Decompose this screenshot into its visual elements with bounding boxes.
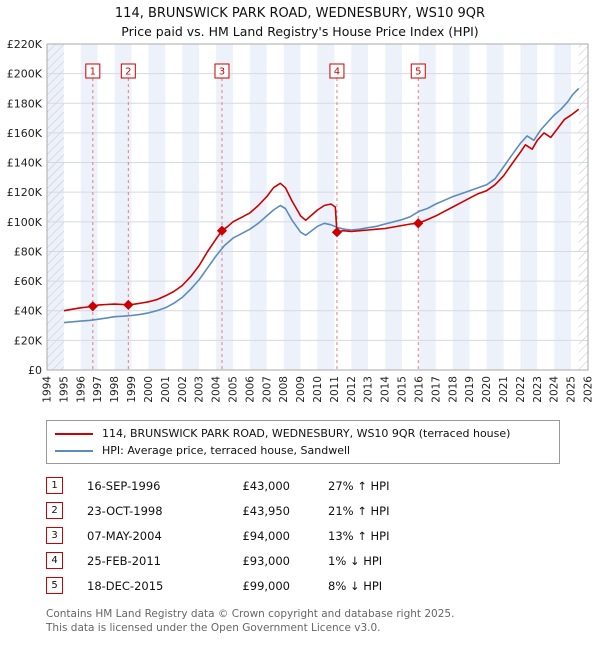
sale-row-3: 3 07-MAY-2004 £94,000 13% ↑ HPI	[46, 523, 600, 548]
sale-price: £43,000	[242, 478, 290, 493]
svg-text:2003: 2003	[194, 376, 206, 403]
sale-row-5: 5 18-DEC-2015 £99,000 8% ↓ HPI	[46, 573, 600, 598]
chart-header: 114, BRUNSWICK PARK ROAD, WEDNESBURY, WS…	[0, 0, 600, 40]
sale-date: 23-OCT-1998	[87, 503, 163, 518]
svg-text:2013: 2013	[363, 376, 375, 403]
sale-number-badge: 1	[46, 477, 63, 494]
svg-text:2017: 2017	[430, 376, 442, 403]
svg-text:£120K: £120K	[7, 186, 43, 199]
svg-text:2000: 2000	[143, 376, 155, 403]
svg-text:£80K: £80K	[14, 245, 43, 258]
svg-text:2022: 2022	[515, 376, 527, 403]
chart-subtitle: Price paid vs. HM Land Registry's House …	[121, 24, 479, 39]
sale-row-4: 4 25-FEB-2011 £93,000 1% ↓ HPI	[46, 548, 600, 573]
legend-item-property: 114, BRUNSWICK PARK ROAD, WEDNESBURY, WS…	[55, 425, 551, 442]
svg-text:1997: 1997	[92, 376, 104, 403]
footer-line-2: This data is licensed under the Open Gov…	[46, 621, 381, 634]
svg-text:2021: 2021	[498, 376, 510, 403]
svg-text:1998: 1998	[109, 376, 121, 403]
svg-text:£100K: £100K	[7, 216, 43, 229]
legend-label-property: 114, BRUNSWICK PARK ROAD, WEDNESBURY, WS…	[102, 427, 511, 440]
svg-text:£180K: £180K	[7, 97, 43, 110]
price-history-chart: £0 £20K £40K £60K £80K £100K £120K £140K £160K £1…	[7, 40, 595, 403]
svg-text:2018: 2018	[447, 376, 459, 403]
sale-row-2: 2 23-OCT-1998 £43,950 21% ↑ HPI	[46, 498, 600, 523]
svg-text:£20K: £20K	[14, 334, 43, 347]
sale-hpi-delta: 13% ↑ HPI	[328, 528, 390, 543]
svg-text:2009: 2009	[295, 376, 307, 403]
svg-text:2025: 2025	[566, 376, 578, 403]
chart-title: 114, BRUNSWICK PARK ROAD, WEDNESBURY, WS…	[114, 6, 486, 21]
sale-hpi-delta: 27% ↑ HPI	[328, 478, 390, 493]
sale-date: 16-SEP-1996	[87, 478, 161, 493]
svg-text:1994: 1994	[42, 376, 54, 403]
sale-number-badge: 4	[46, 552, 63, 569]
svg-text:2015: 2015	[397, 376, 409, 403]
sale-date: 25-FEB-2011	[87, 553, 161, 568]
svg-text:2007: 2007	[261, 376, 273, 403]
property-line-swatch	[55, 432, 93, 435]
svg-text:2002: 2002	[177, 376, 189, 403]
svg-text:2005: 2005	[227, 376, 239, 403]
svg-text:£200K: £200K	[7, 68, 43, 81]
sale-hpi-delta: 8% ↓ HPI	[328, 578, 383, 593]
svg-text:£40K: £40K	[14, 305, 43, 318]
svg-text:1996: 1996	[75, 376, 87, 403]
svg-text:2011: 2011	[329, 376, 341, 403]
svg-text:3: 3	[219, 67, 225, 78]
svg-text:1999: 1999	[126, 376, 138, 403]
svg-text:£60K: £60K	[14, 275, 43, 288]
sale-price: £99,000	[242, 578, 290, 593]
svg-text:5: 5	[415, 67, 421, 78]
svg-text:2012: 2012	[346, 376, 358, 403]
svg-text:2023: 2023	[532, 376, 544, 403]
svg-text:4: 4	[334, 67, 340, 78]
svg-text:2024: 2024	[549, 376, 561, 403]
sale-price: £43,950	[242, 503, 290, 518]
svg-text:2008: 2008	[278, 376, 290, 403]
svg-text:2020: 2020	[481, 376, 493, 403]
sale-number-badge: 5	[46, 577, 63, 594]
sale-date: 07-MAY-2004	[87, 528, 162, 543]
legend-label-hpi: HPI: Average price, terraced house, Sand…	[102, 444, 351, 457]
sale-number-badge: 2	[46, 502, 63, 519]
svg-text:2026: 2026	[583, 376, 595, 403]
svg-text:1: 1	[90, 67, 96, 78]
sale-price: £94,000	[242, 528, 290, 543]
legend-item-hpi: HPI: Average price, terraced house, Sand…	[55, 442, 551, 459]
svg-text:£160K: £160K	[7, 127, 43, 140]
sale-hpi-delta: 21% ↑ HPI	[328, 503, 390, 518]
sales-table: 1 16-SEP-1996 £43,000 27% ↑ HPI 2 23-OCT…	[46, 473, 600, 598]
sale-date: 18-DEC-2015	[87, 578, 164, 593]
svg-text:2004: 2004	[211, 376, 223, 403]
svg-text:£220K: £220K	[7, 40, 43, 51]
svg-text:2019: 2019	[464, 376, 476, 403]
chart-legend: 114, BRUNSWICK PARK ROAD, WEDNESBURY, WS…	[46, 420, 560, 464]
svg-text:2006: 2006	[244, 376, 256, 403]
sale-row-1: 1 16-SEP-1996 £43,000 27% ↑ HPI	[46, 473, 600, 498]
svg-text:2: 2	[125, 67, 131, 78]
svg-text:2014: 2014	[380, 376, 392, 403]
svg-text:2010: 2010	[312, 376, 324, 403]
sale-hpi-delta: 1% ↓ HPI	[328, 553, 383, 568]
hpi-line-swatch	[55, 449, 93, 452]
svg-text:1995: 1995	[58, 376, 70, 403]
svg-text:2001: 2001	[160, 376, 172, 403]
sale-number-badge: 3	[46, 527, 63, 544]
svg-text:2016: 2016	[413, 376, 425, 403]
sale-price: £93,000	[242, 553, 290, 568]
footer-line-1: Contains HM Land Registry data © Crown c…	[46, 608, 455, 620]
svg-text:£140K: £140K	[7, 157, 43, 170]
license-footer: Contains HM Land Registry data © Crown c…	[46, 608, 600, 635]
svg-text:£0: £0	[28, 364, 42, 377]
